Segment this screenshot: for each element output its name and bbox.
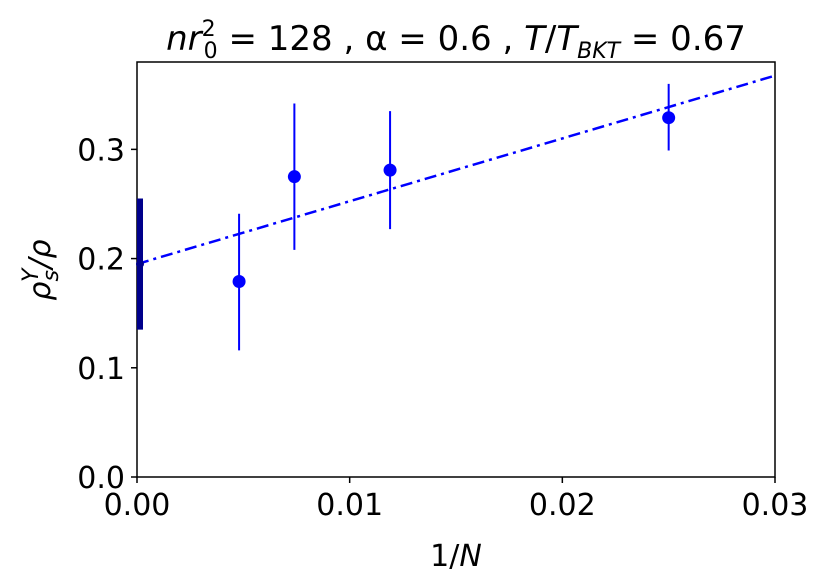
y-label-sup: Y xyxy=(19,267,44,282)
title-middle: = 128 , α = 0.6 , xyxy=(218,19,524,59)
x-axis-label: 1/N xyxy=(430,539,482,574)
title-slash: / xyxy=(545,19,557,59)
x-tick-label-0: 0.00 xyxy=(104,488,171,523)
x-label-pre: 1/ xyxy=(430,539,460,574)
y-tick-label-1: 0.1 xyxy=(77,352,125,387)
data-point-1 xyxy=(287,170,301,184)
data-marks xyxy=(136,74,776,351)
y-label-rest: /ρ xyxy=(23,239,58,271)
extrapolated-point xyxy=(136,260,144,269)
plot-frame xyxy=(136,61,776,478)
data-point-2 xyxy=(383,163,397,177)
y-tick-label-3: 0.3 xyxy=(77,133,125,168)
title-ratio-num: T xyxy=(524,19,547,59)
x-label-var: N xyxy=(459,539,481,574)
x-tick-label-3: 0.03 xyxy=(742,488,809,523)
title-sub: 0 xyxy=(204,39,218,64)
x-tick-label-1: 0.01 xyxy=(316,488,383,523)
title-prefix: nr xyxy=(166,19,204,59)
title-ratio-den: T xyxy=(556,19,579,59)
y-axis-label: ρsY/ρ xyxy=(19,239,64,300)
y-label-sub: s xyxy=(39,270,64,281)
fit-line xyxy=(136,74,776,266)
data-point-3 xyxy=(662,111,676,125)
y-tick-label-0: 0.0 xyxy=(77,461,125,496)
title-ratio-den-sub: BKT xyxy=(577,39,622,64)
x-tick-label-2: 0.02 xyxy=(529,488,596,523)
title-sup: 2 xyxy=(202,17,216,42)
axis-ticks: 0.00 0.01 0.02 0.03 0.0 0.1 0.2 0.3 xyxy=(77,133,808,523)
y-tick-label-2: 0.2 xyxy=(77,243,125,278)
title-suffix: = 0.67 xyxy=(620,19,746,59)
data-point-0 xyxy=(232,275,246,289)
y-label-rho: ρ xyxy=(23,282,58,301)
chart-title: nr2 0 = 128 , α = 0.6 , T/TBKT = 0.67 xyxy=(166,17,746,64)
